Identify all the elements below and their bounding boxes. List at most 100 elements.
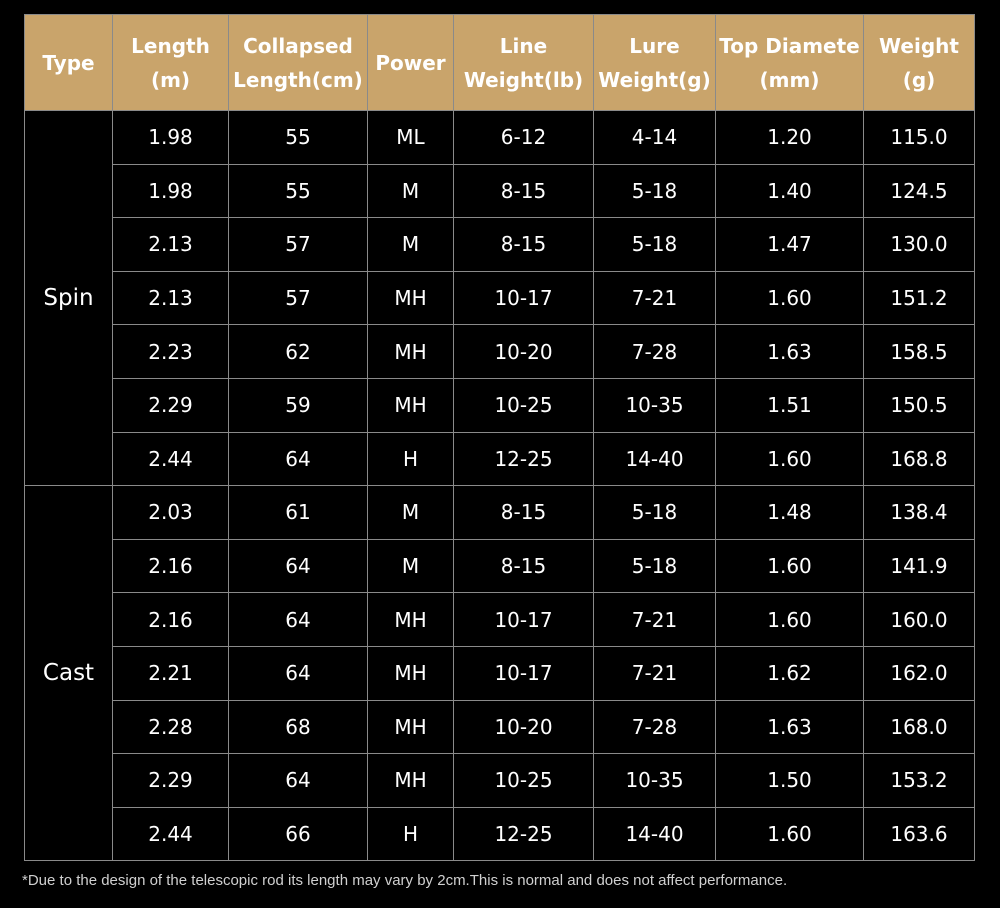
cell: 14-40 <box>593 806 716 862</box>
header-cell: Collapsed Length(cm) <box>228 14 368 111</box>
cell: 2.23 <box>112 324 229 379</box>
cell: 64 <box>228 645 368 701</box>
cell: 2.13 <box>112 270 229 326</box>
cell: 61 <box>228 485 368 540</box>
footnote: *Due to the design of the telescopic rod… <box>22 872 788 889</box>
header-cell: Type <box>24 14 113 111</box>
cell: 10-35 <box>593 377 716 433</box>
cell: 1.47 <box>715 217 864 272</box>
header-line: Length(cm) <box>233 67 363 92</box>
cell: 64 <box>228 538 368 594</box>
cell: 7-21 <box>593 592 716 647</box>
cell: 7-28 <box>593 324 716 379</box>
header-line: (mm) <box>759 67 820 92</box>
cell: 62 <box>228 324 368 379</box>
cell: 2.21 <box>112 645 229 701</box>
cell: 160.0 <box>863 592 975 647</box>
type-cell: Spin <box>24 109 113 487</box>
cell: 1.48 <box>715 485 864 540</box>
header-cell: Top Diamete (mm) <box>715 14 864 111</box>
cell: H <box>367 431 454 487</box>
cell: 1.51 <box>715 377 864 433</box>
cell: 2.29 <box>112 377 229 433</box>
cell: 1.98 <box>112 163 229 219</box>
cell: 5-18 <box>593 538 716 594</box>
cell: M <box>367 538 454 594</box>
cell: 138.4 <box>863 485 975 540</box>
table-row: 2.21 64 MH 10-17 7-21 1.62 162.0 <box>25 645 975 701</box>
cell: M <box>367 217 454 272</box>
cell: 2.28 <box>112 699 229 755</box>
cell: 1.60 <box>715 592 864 647</box>
cell: 10-17 <box>453 592 594 647</box>
table-row: 2.44 66 H 12-25 14-40 1.60 163.6 <box>25 806 975 862</box>
cell: ML <box>367 110 454 165</box>
cell: 10-35 <box>593 753 716 808</box>
cell: 2.44 <box>112 806 229 862</box>
cell: 1.60 <box>715 806 864 862</box>
cell: MH <box>367 699 454 755</box>
cell: MH <box>367 324 454 379</box>
type-cell: Cast <box>24 485 113 862</box>
cell: 55 <box>228 163 368 219</box>
header-cell: Weight (g) <box>863 14 975 111</box>
table-row: 2.13 57 MH 10-17 7-21 1.60 151.2 <box>25 270 975 326</box>
cell: 10-17 <box>453 270 594 326</box>
cell: MH <box>367 377 454 433</box>
cell: 2.13 <box>112 217 229 272</box>
cell: M <box>367 163 454 219</box>
header-line: Top Diamete <box>719 33 860 58</box>
cell: 1.50 <box>715 753 864 808</box>
cell: 141.9 <box>863 538 975 594</box>
header-line: Length <box>131 33 210 58</box>
cell: 2.44 <box>112 431 229 487</box>
cell: 14-40 <box>593 431 716 487</box>
cell: 1.60 <box>715 538 864 594</box>
header-cell: Length (m) <box>112 14 229 111</box>
cell: 1.62 <box>715 645 864 701</box>
cell: 10-20 <box>453 324 594 379</box>
table-row: 2.16 64 MH 10-17 7-21 1.60 160.0 <box>25 592 975 647</box>
header-row: Type Length (m) Collapsed Length(cm) Power Lin… <box>24 14 975 111</box>
cell: 2.16 <box>112 592 229 647</box>
table-row: Spin 1.98 55 ML 6-12 4-14 1.20 115.0 <box>24 109 975 487</box>
cell: 5-18 <box>593 163 716 219</box>
table-row: 2.16 64 M 8-15 5-18 1.60 141.9 <box>25 538 975 594</box>
cell: 1.40 <box>715 163 864 219</box>
table-row: 1.98 55 M 8-15 5-18 1.40 124.5 <box>25 163 975 219</box>
header-cell: Power <box>367 14 454 111</box>
cell: 10-17 <box>453 645 594 701</box>
spec-table: Type Length (m) Collapsed Length(cm) Power Lin… <box>24 14 975 862</box>
cell: 7-21 <box>593 645 716 701</box>
cell: 10-20 <box>453 699 594 755</box>
cell: 7-28 <box>593 699 716 755</box>
cell: 12-25 <box>453 806 594 862</box>
header-line: Weight <box>879 33 959 58</box>
cell: 12-25 <box>453 431 594 487</box>
cell: 2.16 <box>112 538 229 594</box>
header-line: Collapsed <box>243 33 353 58</box>
cell: 59 <box>228 377 368 433</box>
cell: 8-15 <box>453 217 594 272</box>
cell: 2.03 <box>112 485 229 540</box>
header-cell: Line Weight(lb) <box>453 14 594 111</box>
cell: 57 <box>228 270 368 326</box>
cell: MH <box>367 645 454 701</box>
cell: 1.63 <box>715 324 864 379</box>
cell: 151.2 <box>863 270 975 326</box>
header-line: Type <box>42 50 95 75</box>
cell: 5-18 <box>593 217 716 272</box>
cell: 5-18 <box>593 485 716 540</box>
cell: 7-21 <box>593 270 716 326</box>
header-line: Power <box>375 50 446 75</box>
header-line: (m) <box>150 67 191 92</box>
table-row: 2.44 64 H 12-25 14-40 1.60 168.8 <box>25 431 975 487</box>
cell: M <box>367 485 454 540</box>
cell: 68 <box>228 699 368 755</box>
cell: 130.0 <box>863 217 975 272</box>
cell: 57 <box>228 217 368 272</box>
cell: MH <box>367 592 454 647</box>
cell: 64 <box>228 431 368 487</box>
table-row: 2.29 59 MH 10-25 10-35 1.51 150.5 <box>25 377 975 433</box>
cell: 162.0 <box>863 645 975 701</box>
